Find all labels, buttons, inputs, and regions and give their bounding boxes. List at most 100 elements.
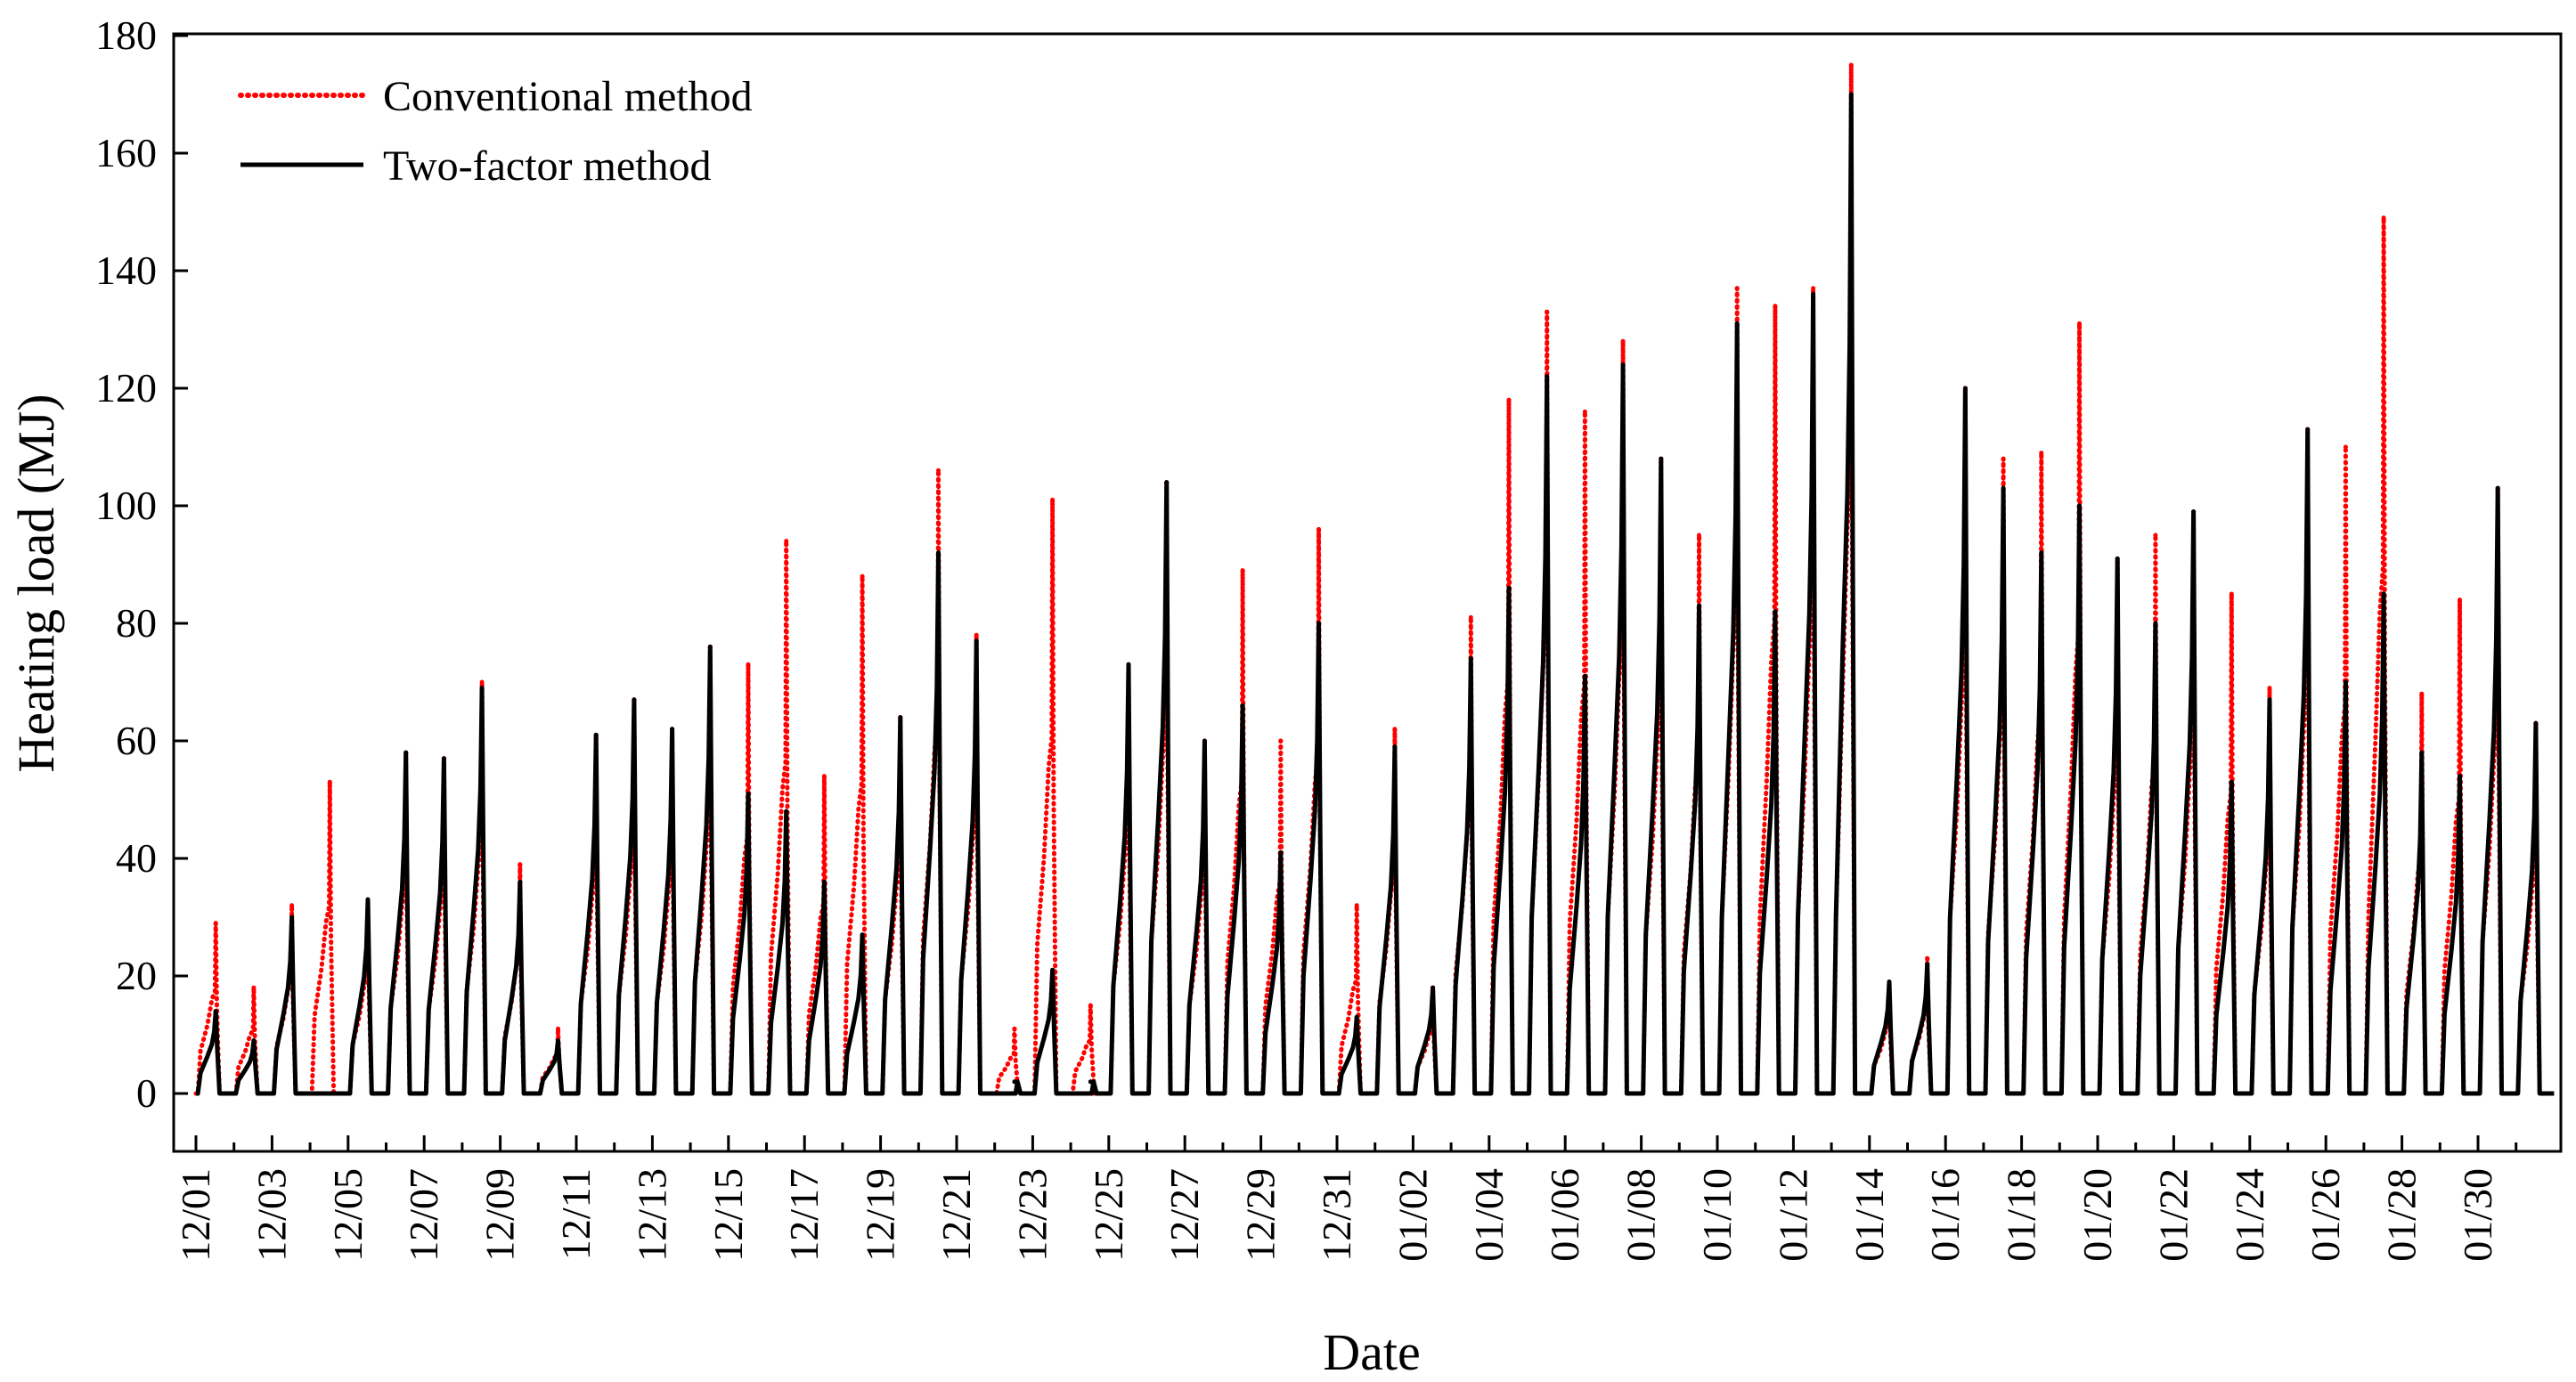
data-point-conventional <box>936 467 942 473</box>
x-tick-label: 12/25 <box>1086 1168 1131 1262</box>
data-point-two-factor <box>1088 1079 1093 1085</box>
data-point-two-factor <box>404 750 409 755</box>
data-point-conventional <box>1545 309 1550 314</box>
x-axis: 12/01 12/03 12/05 12/07 12/09 12/11 12/13 12/15… <box>173 1135 2518 1262</box>
data-point-conventional <box>1012 1026 1017 1031</box>
y-tick-label: 40 <box>116 835 157 881</box>
y-tick-label: 140 <box>95 248 157 293</box>
data-point-two-factor <box>327 1091 332 1096</box>
data-point-two-factor <box>974 638 979 644</box>
data-point-two-factor <box>2267 697 2272 703</box>
data-point-two-factor <box>1240 703 1245 708</box>
y-tick-label: 0 <box>136 1070 157 1116</box>
data-point-two-factor <box>1811 291 1816 297</box>
x-tick-label: 12/01 <box>173 1168 218 1262</box>
legend-label-conventional: Conventional method <box>383 73 753 120</box>
data-point-conventional <box>1317 526 1322 532</box>
data-point-two-factor <box>1202 738 1207 744</box>
data-point-conventional <box>1278 738 1284 744</box>
data-point-conventional <box>2458 598 2463 603</box>
x-tick-label: 12/13 <box>629 1168 674 1262</box>
x-tick-label: 01/02 <box>1390 1168 1435 1262</box>
data-point-two-factor <box>1506 585 1512 590</box>
x-tick-label: 12/19 <box>858 1168 903 1262</box>
x-tick-label: 01/28 <box>2379 1168 2425 1262</box>
data-point-two-factor <box>441 756 446 761</box>
data-point-two-factor <box>1962 386 1968 391</box>
data-point-conventional <box>1773 304 1778 309</box>
data-point-two-factor <box>2001 485 2006 491</box>
data-point-conventional <box>251 985 257 990</box>
data-point-conventional <box>821 774 827 779</box>
data-point-two-factor <box>2115 556 2120 561</box>
x-tick-label: 12/03 <box>249 1168 294 1262</box>
x-tick-label: 01/18 <box>1999 1168 2044 1262</box>
data-point-two-factor <box>289 915 295 920</box>
data-point-two-factor <box>670 727 675 732</box>
data-point-two-factor <box>1392 744 1398 750</box>
x-tick-label: 12/09 <box>477 1168 523 1262</box>
x-tick-label: 01/22 <box>2150 1168 2196 1262</box>
data-point-conventional <box>1582 409 1587 414</box>
data-point-conventional <box>1392 727 1398 732</box>
x-tick-label: 12/17 <box>781 1168 827 1262</box>
data-point-two-factor <box>860 932 865 938</box>
data-point-two-factor <box>593 732 599 737</box>
data-point-conventional <box>860 573 865 579</box>
data-point-conventional <box>518 862 523 867</box>
data-point-two-factor <box>479 686 485 691</box>
y-tick-label: 180 <box>95 12 157 58</box>
data-point-two-factor <box>1278 850 1284 855</box>
data-point-conventional <box>479 679 485 685</box>
data-point-two-factor <box>1925 962 1930 967</box>
data-point-two-factor <box>2458 774 2463 779</box>
data-point-conventional <box>784 539 789 544</box>
data-point-conventional <box>1697 532 1702 538</box>
x-tick-label: 12/29 <box>1238 1168 1284 1262</box>
data-point-two-factor <box>746 791 751 796</box>
data-point-two-factor <box>1317 621 1322 626</box>
series-layer <box>193 62 2556 1096</box>
x-tick-label: 12/27 <box>1162 1168 1207 1262</box>
data-point-two-factor <box>213 1009 218 1014</box>
x-tick-label: 12/23 <box>1009 1168 1055 1262</box>
data-point-two-factor <box>2343 679 2348 685</box>
data-point-two-factor <box>1431 985 1436 990</box>
data-point-conventional <box>1468 614 1473 620</box>
data-point-two-factor <box>2229 779 2234 784</box>
data-point-conventional <box>1811 286 1816 291</box>
data-point-two-factor <box>1468 656 1473 662</box>
x-tick-label: 12/31 <box>1314 1168 1359 1262</box>
data-point-two-factor <box>632 697 637 703</box>
data-point-conventional <box>2229 591 2234 597</box>
data-point-two-factor <box>1126 662 1131 667</box>
data-point-two-factor <box>707 644 713 649</box>
data-point-two-factor <box>936 550 942 556</box>
data-point-two-factor <box>1887 980 1892 985</box>
data-point-two-factor <box>1354 1014 1359 1020</box>
x-tick-label: 12/11 <box>553 1168 599 1260</box>
data-point-two-factor <box>251 1038 257 1044</box>
data-point-conventional <box>213 921 218 926</box>
y-tick-label: 20 <box>116 953 157 998</box>
data-point-two-factor <box>898 715 903 720</box>
data-point-two-factor <box>1164 480 1170 485</box>
data-point-conventional <box>1354 903 1359 908</box>
data-point-conventional <box>2077 321 2083 326</box>
data-point-two-factor <box>1050 967 1056 972</box>
y-axis-title: Heating load (MJ) <box>7 394 65 772</box>
data-point-two-factor <box>2419 750 2425 755</box>
legend: Conventional method Two-factor method <box>238 73 753 190</box>
plot-area-frame <box>172 32 2563 1153</box>
data-point-two-factor <box>2495 485 2500 491</box>
data-point-two-factor <box>2153 621 2158 626</box>
x-tick-label: 01/14 <box>1846 1168 1892 1262</box>
data-point-conventional <box>556 1026 561 1031</box>
data-point-two-factor <box>821 879 827 884</box>
x-tick-label: 01/04 <box>1466 1168 1512 1262</box>
x-axis-title: Date <box>1323 1323 1421 1381</box>
data-point-conventional <box>1620 338 1626 344</box>
data-point-conventional <box>1240 568 1245 573</box>
data-point-two-factor <box>518 879 523 884</box>
y-tick-label: 120 <box>95 365 157 411</box>
